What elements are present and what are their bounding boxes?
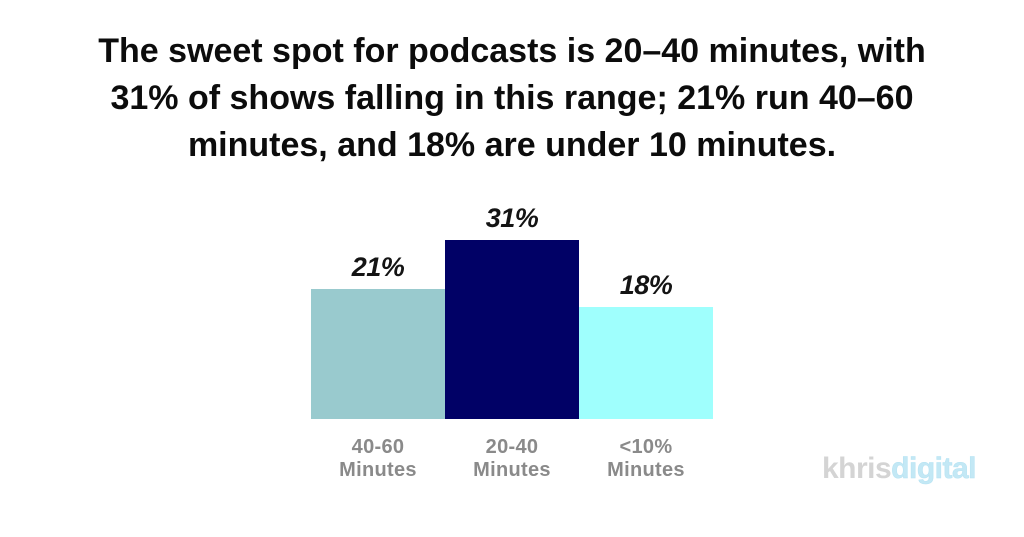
x-label-line-2: Minutes xyxy=(607,459,685,481)
bar-20-40-minutes xyxy=(445,240,579,419)
bar-value-label-20-40: 31% xyxy=(485,203,539,233)
headline-line-1: The sweet spot for podcasts is 20–40 min… xyxy=(98,32,926,70)
x-label-40-60-minutes: 40-60 Minutes xyxy=(311,436,445,482)
x-label-20-40-minutes: 20-40 Minutes xyxy=(445,436,579,482)
watermark-prefix: khris xyxy=(821,452,892,485)
headline-line-3: minutes, and 18% are under 10 minutes. xyxy=(187,126,837,164)
bar-chart: 21% 31% 18% xyxy=(311,202,713,419)
watermark-suffix: digital xyxy=(891,452,977,486)
x-label-line-1: 40-60 xyxy=(351,436,405,458)
bar-value-label-40-60: 21% xyxy=(351,252,405,282)
bar-group-under-10-minutes: 18% xyxy=(579,270,713,419)
bar-group-20-40-minutes: 31% xyxy=(445,203,579,419)
x-axis-labels: 40-60 Minutes 20-40 Minutes <10% Minutes xyxy=(311,436,713,482)
x-label-under-10-minutes: <10% Minutes xyxy=(579,436,713,482)
x-label-line-1: 20-40 xyxy=(485,436,539,458)
bar-value-label-under-10: 18% xyxy=(619,270,673,300)
khrisdigital-watermark: khrisdigital xyxy=(821,452,977,486)
bar-40-60-minutes xyxy=(311,289,445,419)
x-label-line-1: <10% xyxy=(619,436,673,458)
x-label-line-2: Minutes xyxy=(473,459,551,481)
x-label-line-2: Minutes xyxy=(339,459,417,481)
bar-under-10-minutes xyxy=(579,307,713,419)
headline: The sweet spot for podcasts is 20–40 min… xyxy=(0,28,1024,169)
bar-group-40-60-minutes: 21% xyxy=(311,252,445,419)
headline-line-2: 31% of shows falling in this range; 21% … xyxy=(110,79,914,117)
